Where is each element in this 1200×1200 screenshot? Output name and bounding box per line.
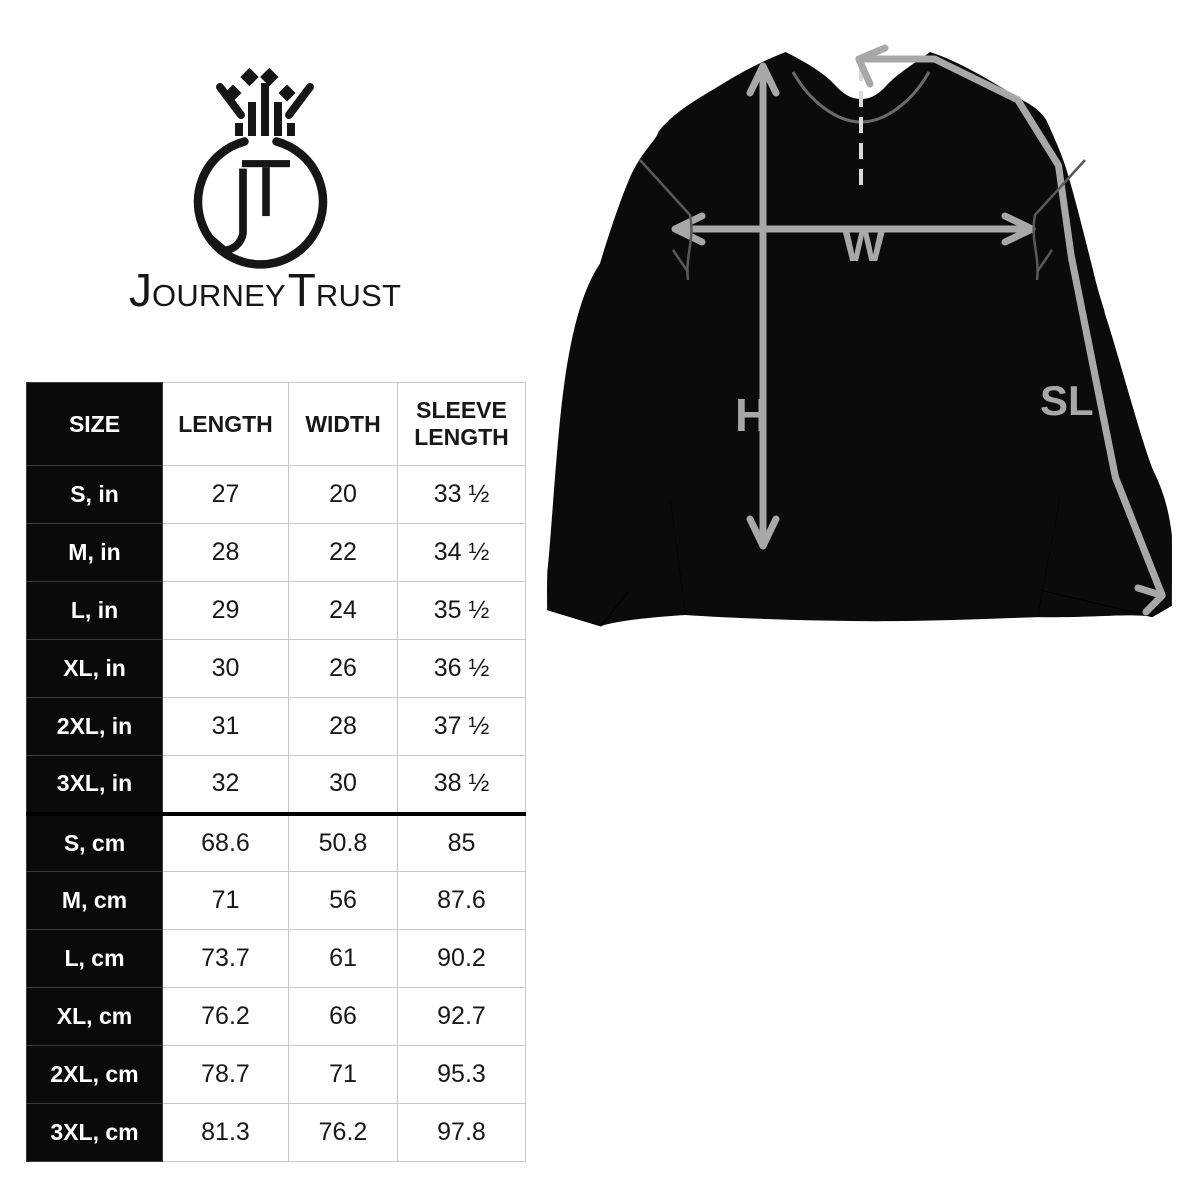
svg-text:SL: SL [1040, 377, 1094, 424]
svg-text:H: H [735, 389, 768, 441]
svg-text:W: W [842, 219, 886, 271]
